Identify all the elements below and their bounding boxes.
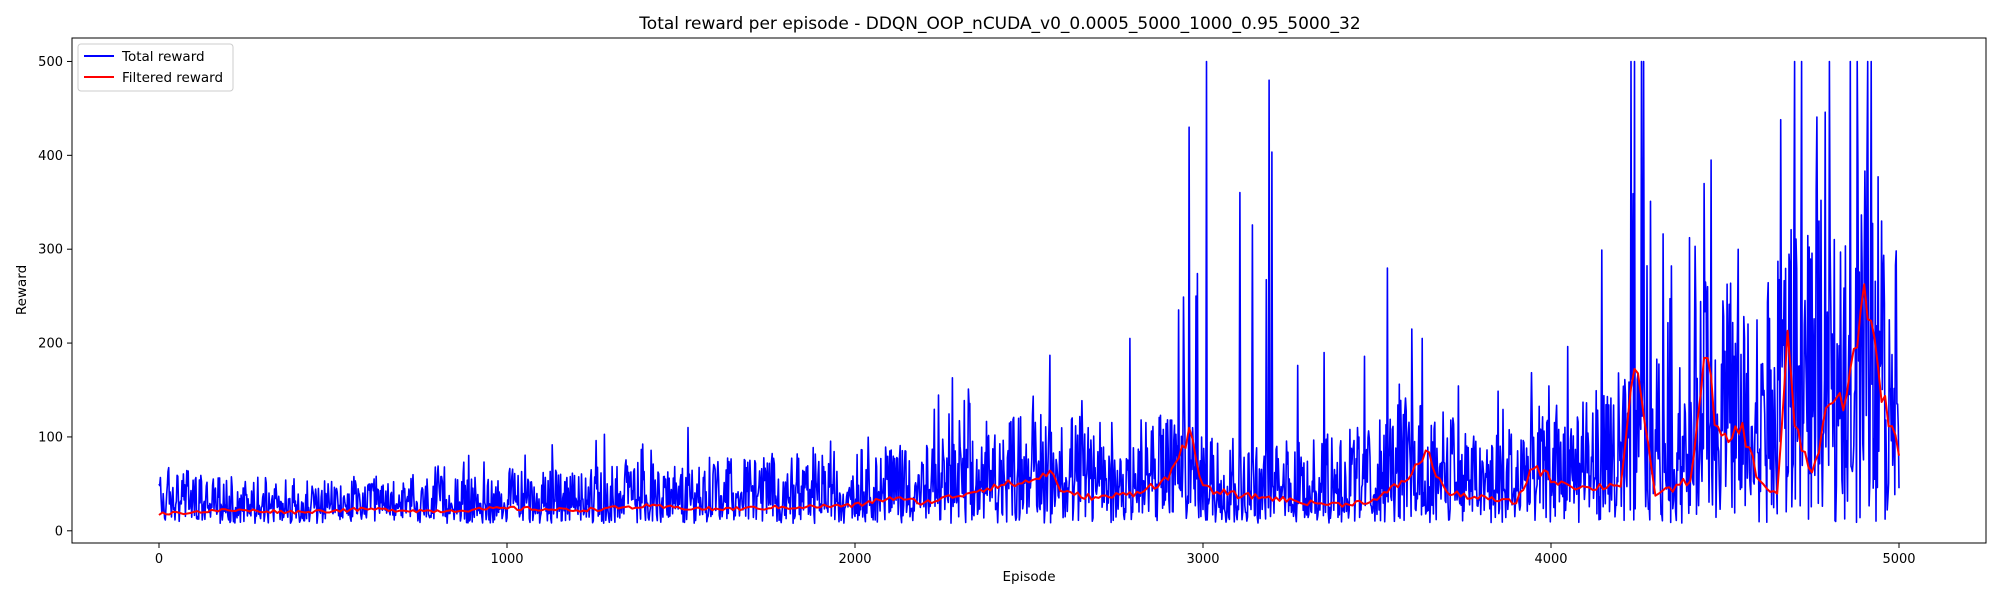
x-tick-label: 3000 xyxy=(1186,552,1219,567)
y-tick-label: 100 xyxy=(38,430,63,445)
plot-frame xyxy=(71,37,1987,544)
y-axis: 0 100 200 300 400 500 xyxy=(38,55,72,539)
x-tick-label: 2000 xyxy=(838,552,871,567)
series-filtered-reward-line xyxy=(158,283,1900,516)
x-axis: 0 1000 2000 3000 4000 5000 xyxy=(155,543,1916,567)
x-tick-label: 4000 xyxy=(1534,552,1567,567)
legend-label-total: Total reward xyxy=(121,49,205,65)
x-tick-label: 5000 xyxy=(1882,552,1915,567)
legend-label-filtered: Filtered reward xyxy=(122,70,223,86)
x-tick-label: 1000 xyxy=(490,552,523,567)
x-axis-label: Episode xyxy=(1002,569,1055,585)
y-tick-label: 200 xyxy=(38,337,63,352)
y-tick-label: 0 xyxy=(55,524,63,539)
series-total-reward-line xyxy=(158,60,1900,525)
x-tick-label: 0 xyxy=(155,552,163,567)
y-tick-label: 500 xyxy=(38,55,63,70)
legend: Total reward Filtered reward xyxy=(77,43,234,92)
legend-box xyxy=(77,43,234,92)
y-axis-label: Reward xyxy=(14,265,30,315)
chart-title: Total reward per episode - DDQN_OOP_nCUD… xyxy=(638,14,1360,34)
y-tick-label: 400 xyxy=(38,149,63,164)
y-tick-label: 300 xyxy=(38,243,63,258)
